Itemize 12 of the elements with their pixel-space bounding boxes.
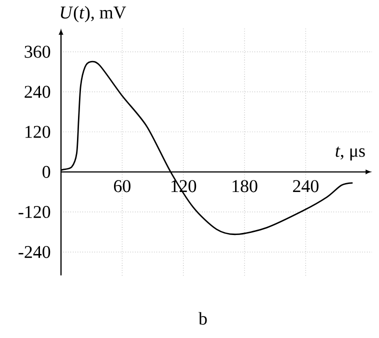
- y-tick-label: 240: [24, 86, 50, 98]
- y-tick-label: -120: [18, 206, 50, 218]
- x-tick-label: 240: [293, 180, 318, 192]
- y-tick-label: 360: [24, 46, 50, 58]
- x-axis-title: t, μs: [336, 146, 365, 160]
- y-tick-label: -240: [18, 246, 50, 258]
- text: b: [198, 312, 207, 325]
- y-tick-label: 120: [26, 126, 50, 138]
- y-tick-label: 0: [42, 166, 50, 178]
- x-tick-label: 60: [114, 180, 130, 192]
- y-axis-title: U(t), mV: [60, 6, 126, 22]
- x-tick-label: 180: [232, 180, 258, 192]
